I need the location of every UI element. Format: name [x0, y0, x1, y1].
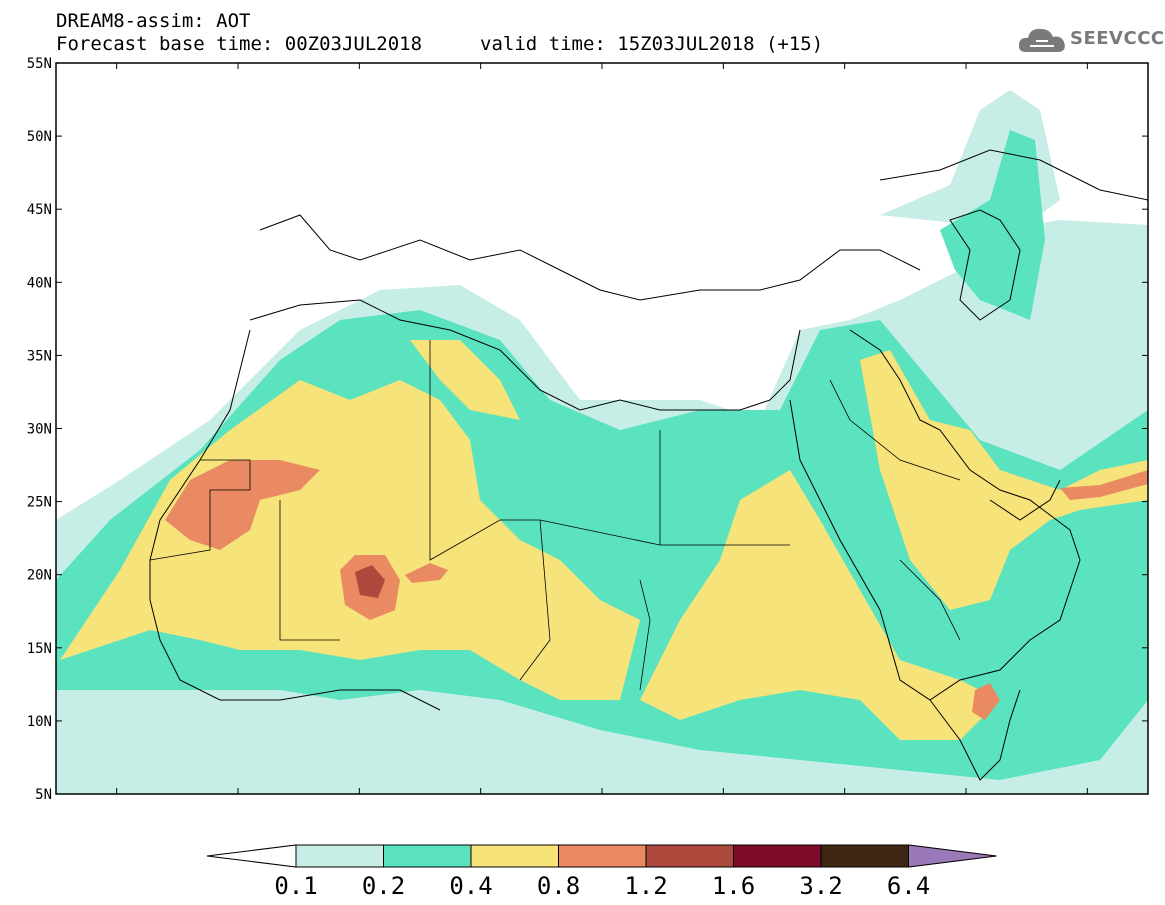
aot-band-0.8-somalia: [972, 683, 1000, 720]
plot-title: DREAM8-assim: AOT: [56, 10, 251, 32]
aot-band-0.4-east: [640, 470, 1000, 740]
colorbar: 0.1 0.2 0.4 0.8 1.2 1.6 3.2 6.4: [206, 844, 997, 900]
lat-label: 50N: [27, 129, 52, 145]
longitude-axis: 20W10W010E20E30E40E50E60E: [116, 63, 1088, 794]
lat-label: 45N: [27, 202, 52, 218]
colorbar-label: 0.2: [362, 872, 405, 900]
colorbar-box: [558, 844, 647, 868]
lat-label: 25N: [27, 495, 52, 511]
country-borders: [149, 340, 961, 691]
aot-band-1.2: [355, 565, 385, 598]
lat-label: 30N: [27, 422, 52, 438]
colorbar-label: 0.8: [537, 872, 580, 900]
colorbar-box: [383, 844, 472, 868]
colorbar-boxes: [206, 844, 997, 868]
lat-label: 15N: [27, 641, 52, 657]
colorbar-labels: 0.1 0.2 0.4 0.8 1.2 1.6 3.2 6.4: [274, 872, 930, 900]
aot-band-0.8-gulf: [1060, 470, 1148, 500]
colorbar-box: [820, 844, 909, 868]
colorbar-label: 0.1: [274, 872, 317, 900]
colorbar-label: 0.4: [449, 872, 492, 900]
aot-map: 55N 50N 45N 40N 35N 30N 25N 20N 15N 10N 5N 20W10W0…: [27, 56, 1149, 800]
colorbar-label: 6.4: [887, 872, 930, 900]
colorbar-box: [733, 844, 822, 868]
aot-field: [56, 90, 1148, 794]
colorbar-box: [295, 844, 384, 868]
lat-label: 55N: [27, 56, 52, 72]
seevccc-logo: SEEVCCC: [1016, 22, 1164, 58]
lat-label: 35N: [27, 348, 52, 364]
lat-label: 40N: [27, 275, 52, 291]
lat-label: 20N: [27, 568, 52, 584]
lat-label: 5N: [35, 787, 52, 800]
colorbar-over-triangle: [908, 844, 997, 868]
aot-band-0.4-arabia: [860, 350, 1148, 610]
colorbar-box: [645, 844, 734, 868]
lat-label: 10N: [27, 714, 52, 730]
aot-band-0.2-caspian: [940, 130, 1045, 320]
aot-band-0.8-niger: [405, 563, 448, 583]
colorbar-label: 1.2: [624, 872, 667, 900]
latitude-axis: 55N 50N 45N 40N 35N 30N 25N 20N 15N 10N 5N: [27, 56, 1148, 800]
aot-band-0.8-nw: [165, 460, 320, 550]
cloud-logo-icon: [1018, 28, 1065, 52]
valid-time: valid time: 15Z03JUL2018 (+15): [480, 33, 824, 55]
colorbar-under-triangle: [206, 844, 297, 868]
colorbar-label: 3.2: [799, 872, 842, 900]
aot-band-0.4-north: [410, 340, 520, 420]
colorbar-box: [470, 844, 559, 868]
forecast-base-time: Forecast base time: 00Z03JUL2018: [56, 33, 423, 55]
colorbar-label: 1.6: [712, 872, 755, 900]
logo-text: SEEVCCC: [1070, 28, 1165, 49]
